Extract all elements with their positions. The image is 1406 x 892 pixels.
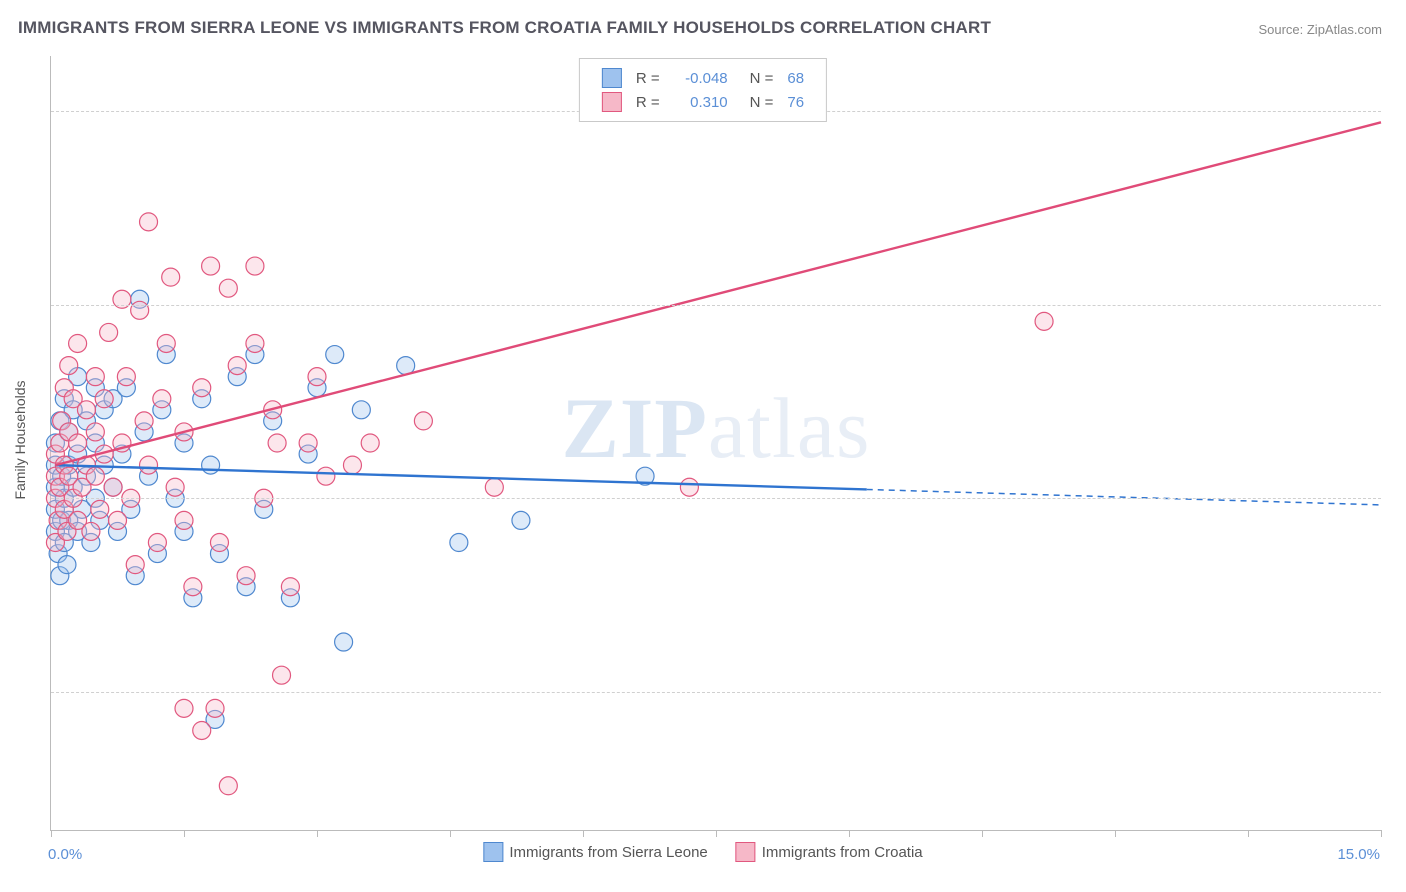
data-point <box>299 434 317 452</box>
legend-swatch <box>483 842 503 862</box>
data-point <box>140 456 158 474</box>
data-point <box>202 257 220 275</box>
data-point <box>91 500 109 518</box>
data-point <box>273 666 291 684</box>
y-tick-label: 65.0% <box>1389 490 1406 507</box>
y-axis-title: Family Households <box>12 380 28 499</box>
x-axis-max-label: 15.0% <box>1337 846 1380 863</box>
gridline <box>51 498 1381 499</box>
data-point <box>100 323 118 341</box>
data-point <box>246 334 264 352</box>
data-point <box>153 390 171 408</box>
data-point <box>69 334 87 352</box>
x-tick <box>583 830 584 837</box>
data-point <box>228 357 246 375</box>
data-point <box>352 401 370 419</box>
x-tick <box>51 830 52 837</box>
data-point <box>148 534 166 552</box>
data-point <box>219 777 237 795</box>
data-point <box>175 699 193 717</box>
data-point <box>117 368 135 386</box>
data-point <box>86 467 104 485</box>
data-point <box>268 434 286 452</box>
data-point <box>175 511 193 529</box>
legend-swatch <box>736 842 756 862</box>
x-tick <box>1115 830 1116 837</box>
data-point <box>58 556 76 574</box>
legend-item: Immigrants from Croatia <box>736 843 923 863</box>
data-point <box>317 467 335 485</box>
data-point <box>184 578 202 596</box>
data-point <box>77 401 95 419</box>
chart-svg <box>51 56 1381 830</box>
data-point <box>135 412 153 430</box>
data-point <box>1035 312 1053 330</box>
data-point <box>512 511 530 529</box>
data-point <box>361 434 379 452</box>
plot-area: ZIPatlas 47.5%65.0%82.5%100.0% <box>50 56 1381 831</box>
regression-line-extrapolated <box>867 489 1381 504</box>
data-point <box>206 699 224 717</box>
data-point <box>82 522 100 540</box>
data-point <box>166 478 184 496</box>
data-point <box>335 633 353 651</box>
data-point <box>237 567 255 585</box>
x-tick <box>317 830 318 837</box>
data-point <box>193 379 211 397</box>
legend-row: R =0.310N =76 <box>596 91 810 113</box>
source-attribution: Source: ZipAtlas.com <box>1258 22 1382 37</box>
legend-series: Immigrants from Sierra Leone Immigrants f… <box>469 843 936 863</box>
data-point <box>69 434 87 452</box>
data-point <box>246 257 264 275</box>
x-tick <box>1248 830 1249 837</box>
data-point <box>126 556 144 574</box>
data-point <box>157 334 175 352</box>
data-point <box>485 478 503 496</box>
legend-item: Immigrants from Sierra Leone <box>483 843 707 863</box>
data-point <box>202 456 220 474</box>
x-tick <box>849 830 850 837</box>
data-point <box>86 368 104 386</box>
y-tick-label: 82.5% <box>1389 296 1406 313</box>
data-point <box>450 534 468 552</box>
legend-row: R =-0.048N =68 <box>596 67 810 89</box>
data-point <box>680 478 698 496</box>
data-point <box>326 346 344 364</box>
x-tick <box>450 830 451 837</box>
data-point <box>86 423 104 441</box>
data-point <box>104 478 122 496</box>
data-point <box>95 390 113 408</box>
regression-line <box>55 122 1381 465</box>
x-tick <box>716 830 717 837</box>
data-point <box>60 357 78 375</box>
data-point <box>140 213 158 231</box>
data-point <box>193 721 211 739</box>
x-tick <box>982 830 983 837</box>
x-tick <box>184 830 185 837</box>
data-point <box>281 578 299 596</box>
gridline <box>51 305 1381 306</box>
data-point <box>219 279 237 297</box>
y-tick-label: 47.5% <box>1389 683 1406 700</box>
gridline <box>51 692 1381 693</box>
data-point <box>109 511 127 529</box>
data-point <box>343 456 361 474</box>
data-point <box>210 534 228 552</box>
x-axis-min-label: 0.0% <box>48 846 82 863</box>
chart-title: IMMIGRANTS FROM SIERRA LEONE VS IMMIGRAN… <box>18 18 991 38</box>
data-point <box>414 412 432 430</box>
y-tick-label: 100.0% <box>1389 103 1406 120</box>
x-tick <box>1381 830 1382 837</box>
data-point <box>162 268 180 286</box>
legend-correlation: R =-0.048N =68R =0.310N =76 <box>579 58 827 122</box>
data-point <box>308 368 326 386</box>
legend-swatch <box>602 92 622 112</box>
legend-swatch <box>602 68 622 88</box>
